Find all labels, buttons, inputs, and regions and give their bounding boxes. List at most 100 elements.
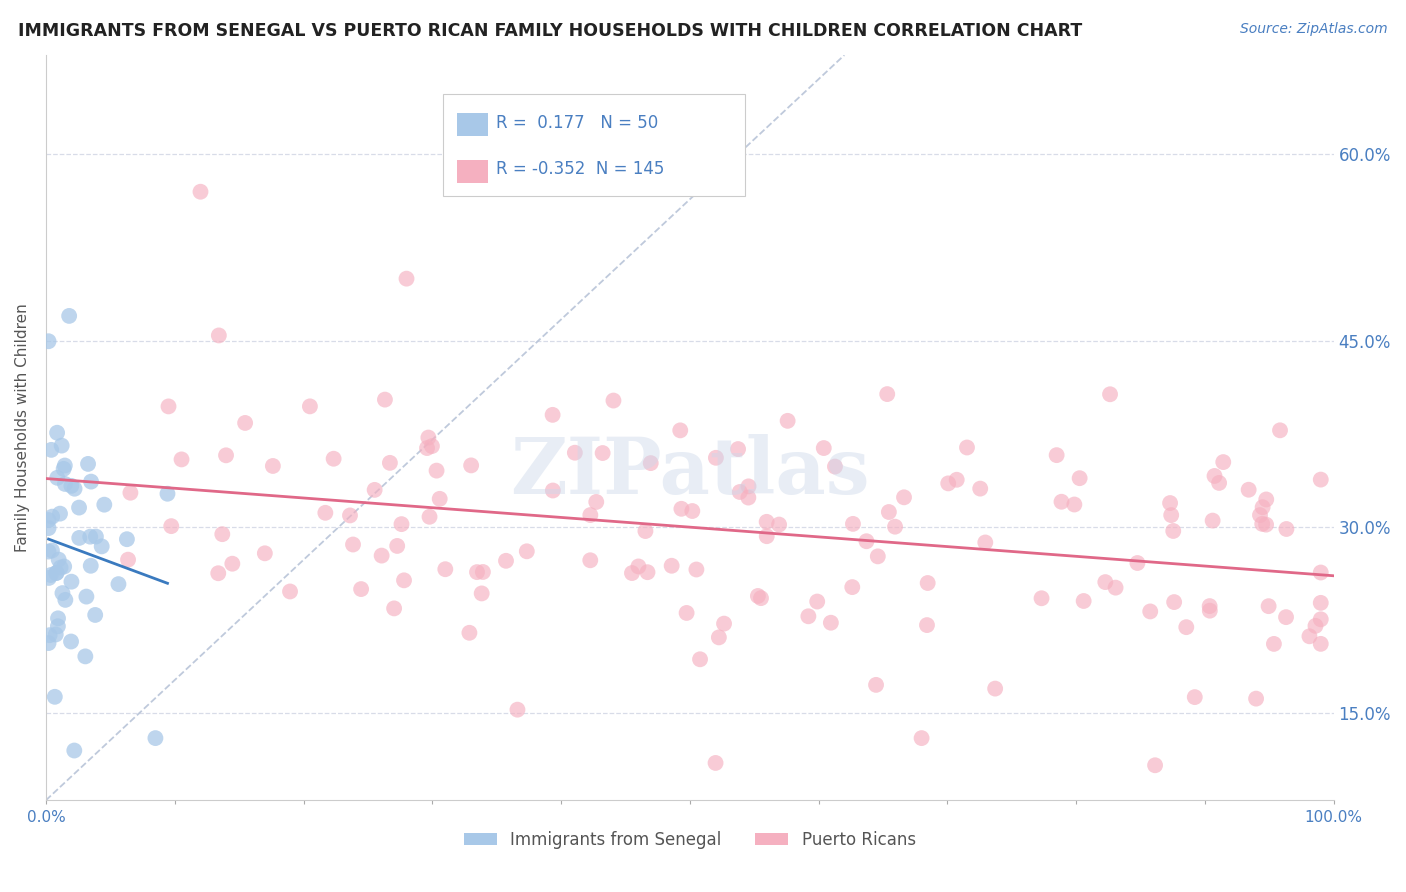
- Point: [233, 416, 256, 430]
- Point: [208, 328, 231, 343]
- Point: [627, 559, 650, 574]
- Point: [806, 594, 828, 608]
- Point: [1198, 604, 1220, 618]
- Point: [541, 408, 564, 422]
- Point: [48, 552, 70, 566]
- Point: [60, 574, 83, 589]
- Point: [80, 475, 103, 489]
- Point: [1198, 599, 1220, 613]
- Point: [46, 619, 69, 633]
- Point: [669, 423, 692, 437]
- Point: [215, 448, 238, 462]
- Point: [820, 615, 842, 630]
- Point: [945, 473, 967, 487]
- Point: [1244, 691, 1267, 706]
- Point: [707, 631, 730, 645]
- Point: [52, 462, 75, 476]
- Point: [1309, 612, 1331, 626]
- Point: [370, 549, 392, 563]
- Point: [640, 456, 662, 470]
- Point: [865, 678, 887, 692]
- Point: [855, 534, 877, 549]
- Point: [689, 652, 711, 666]
- Point: [53, 593, 76, 607]
- Point: [1309, 473, 1331, 487]
- Point: [63, 482, 86, 496]
- Point: [1139, 604, 1161, 618]
- Point: [984, 681, 1007, 696]
- Point: [592, 446, 614, 460]
- Point: [681, 504, 703, 518]
- Point: [969, 482, 991, 496]
- Point: [728, 485, 751, 500]
- Point: [1268, 423, 1291, 437]
- Point: [58, 309, 80, 323]
- Point: [1212, 455, 1234, 469]
- Point: [51, 586, 73, 600]
- Point: [1257, 599, 1279, 614]
- Point: [1256, 492, 1278, 507]
- Point: [418, 509, 440, 524]
- Point: [602, 393, 624, 408]
- Point: [1298, 629, 1320, 643]
- Point: [39, 568, 62, 582]
- Point: [1163, 595, 1185, 609]
- Point: [221, 557, 243, 571]
- Point: [1184, 690, 1206, 705]
- Point: [429, 491, 451, 506]
- Point: [314, 506, 336, 520]
- Point: [38, 513, 60, 527]
- Point: [1263, 637, 1285, 651]
- Point: [1309, 566, 1331, 580]
- Y-axis label: Family Households with Children: Family Households with Children: [15, 303, 30, 552]
- Point: [350, 582, 373, 596]
- Point: [391, 517, 413, 532]
- Point: [278, 584, 301, 599]
- Point: [60, 634, 83, 648]
- Point: [1144, 758, 1167, 772]
- Point: [471, 565, 494, 579]
- Point: [460, 458, 482, 473]
- Point: [53, 458, 76, 473]
- Text: R = -0.352  N = 145: R = -0.352 N = 145: [496, 161, 665, 178]
- Point: [1204, 469, 1226, 483]
- Point: [541, 483, 564, 498]
- Point: [1159, 496, 1181, 510]
- Point: [49, 560, 72, 574]
- Point: [876, 387, 898, 401]
- Point: [755, 515, 778, 529]
- Point: [1309, 596, 1331, 610]
- Point: [1249, 508, 1271, 522]
- Point: [418, 431, 440, 445]
- Point: [342, 537, 364, 551]
- Point: [506, 703, 529, 717]
- Point: [425, 464, 447, 478]
- Point: [120, 485, 142, 500]
- Point: [392, 574, 415, 588]
- Point: [53, 477, 76, 491]
- Text: ZIPatlas: ZIPatlas: [510, 434, 870, 510]
- Point: [747, 589, 769, 603]
- Point: [841, 580, 863, 594]
- Point: [1046, 448, 1069, 462]
- Point: [1161, 524, 1184, 538]
- Point: [93, 498, 115, 512]
- Point: [38, 334, 60, 349]
- Point: [1126, 556, 1149, 570]
- Point: [813, 441, 835, 455]
- Text: Source: ZipAtlas.com: Source: ZipAtlas.com: [1240, 22, 1388, 37]
- Point: [866, 549, 889, 564]
- Point: [46, 611, 69, 625]
- Point: [974, 535, 997, 549]
- Point: [637, 565, 659, 579]
- Point: [564, 446, 586, 460]
- Point: [45, 627, 67, 641]
- Point: [374, 392, 396, 407]
- Point: [416, 441, 439, 455]
- Point: [893, 491, 915, 505]
- Point: [107, 577, 129, 591]
- Point: [156, 487, 179, 501]
- Point: [704, 756, 727, 770]
- Point: [262, 458, 284, 473]
- Point: [1069, 471, 1091, 485]
